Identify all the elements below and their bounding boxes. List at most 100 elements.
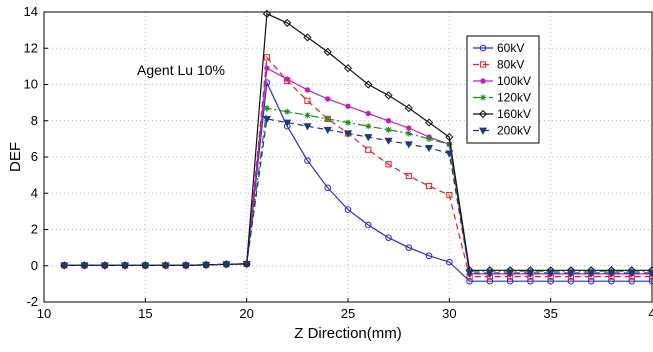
y-tick-label: 2: [31, 222, 38, 237]
data-point: [506, 277, 514, 285]
series-line: [64, 107, 652, 272]
y-tick-label: 12: [24, 40, 38, 55]
data-point: [121, 262, 130, 270]
y-tick-label: 14: [24, 4, 38, 19]
data-point: [364, 134, 373, 142]
y-axis-label: DEF: [7, 142, 24, 172]
data-point: [425, 182, 433, 190]
series-120kV: [61, 105, 653, 275]
data-point: [385, 126, 392, 133]
legend-label: 160kV: [497, 107, 531, 121]
series-160kV: [60, 9, 653, 275]
data-point: [587, 277, 595, 285]
series-line: [64, 80, 652, 282]
legend-box: [466, 35, 540, 144]
series-line: [64, 67, 652, 275]
legend-label: 120kV: [497, 91, 531, 105]
data-point: [283, 119, 292, 127]
data-point: [324, 184, 332, 192]
data-point: [364, 221, 372, 229]
series-80kV: [61, 54, 653, 280]
data-point: [344, 206, 352, 213]
x-tick-label: 35: [543, 306, 557, 321]
data-point: [304, 87, 311, 93]
data-point: [323, 126, 332, 135]
data-point: [465, 270, 474, 278]
data-point: [141, 262, 150, 270]
data-point: [304, 112, 311, 119]
data-point: [607, 270, 616, 278]
data-point: [325, 96, 331, 102]
x-tick-label: 30: [442, 306, 456, 321]
x-tick-label: 10: [37, 306, 51, 321]
data-point: [648, 277, 653, 285]
legend-label: 60kV: [497, 41, 524, 55]
data-point: [385, 234, 392, 241]
x-tick-label: 20: [239, 306, 253, 321]
data-point: [242, 261, 251, 269]
series-group: [60, 9, 653, 285]
data-point: [445, 132, 454, 142]
data-point: [284, 108, 291, 115]
data-point: [466, 277, 473, 285]
data-point: [283, 18, 292, 27]
legend-marker: [478, 109, 488, 119]
data-point: [446, 258, 453, 266]
data-point: [587, 270, 596, 278]
x-axis-label: Z Direction(mm): [294, 325, 402, 342]
data-point: [628, 277, 636, 285]
data-point: [303, 123, 312, 131]
data-point: [385, 118, 392, 124]
data-point: [323, 47, 332, 56]
y-tick-label: 4: [31, 185, 38, 200]
data-point: [384, 91, 393, 100]
legend-item: 60kV: [473, 41, 524, 55]
data-point: [426, 135, 433, 142]
y-tick-label: 8: [31, 113, 38, 128]
data-point: [405, 172, 412, 180]
axis-ticks: 10 15 20 25 30 35 4 -2 0 2 4 6 8 10 12 14: [24, 4, 653, 321]
data-point: [202, 261, 211, 270]
series-200kV: [60, 116, 653, 278]
legend-label: 200kV: [497, 124, 531, 138]
data-point: [222, 261, 231, 269]
data-point: [566, 270, 575, 278]
data-point: [263, 54, 271, 61]
data-point: [161, 262, 170, 270]
series-line: [64, 118, 652, 274]
x-tick-label: 15: [138, 306, 152, 321]
legend-item: 160kV: [473, 107, 531, 121]
data-point: [647, 270, 653, 278]
legend-item: 80kV: [473, 58, 524, 72]
data-point: [546, 270, 555, 278]
data-point: [445, 150, 454, 158]
legend-marker: [480, 78, 486, 84]
data-point: [345, 119, 351, 126]
data-point: [345, 103, 351, 109]
data-point: [405, 244, 413, 251]
data-point: [364, 80, 373, 89]
data-point: [60, 262, 69, 270]
data-point: [608, 277, 615, 285]
data-point: [262, 9, 272, 18]
legend-item: 100kV: [473, 74, 531, 88]
data-point: [486, 277, 494, 285]
legend-label: 80kV: [497, 58, 524, 72]
data-point: [527, 277, 534, 285]
data-point: [262, 116, 271, 124]
data-point: [384, 137, 393, 145]
y-tick-label: 0: [31, 258, 38, 273]
legend-item: 120kV: [473, 91, 531, 105]
data-point: [404, 141, 413, 149]
data-point: [446, 191, 453, 199]
data-point: [365, 123, 372, 130]
legend-marker: [478, 127, 488, 135]
data-point: [406, 125, 412, 131]
data-point: [485, 270, 494, 278]
y-tick-label: -2: [26, 294, 38, 309]
data-point: [304, 157, 311, 164]
data-point: [365, 146, 372, 153]
data-point: [424, 118, 434, 127]
